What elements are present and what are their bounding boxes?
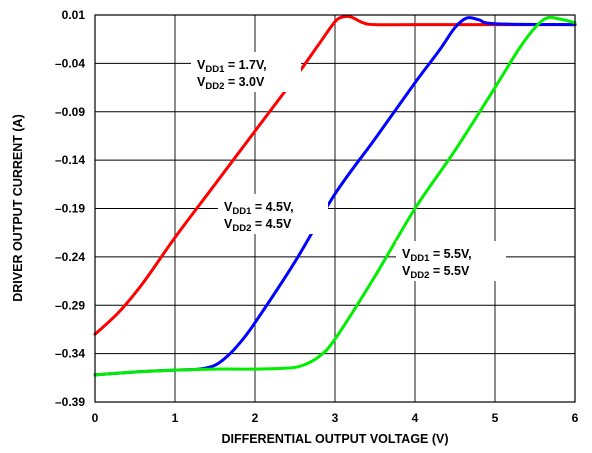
series-line-2 <box>93 15 577 377</box>
label-red-line2: VDD2 = 3.0V <box>197 75 265 92</box>
series-line-0 <box>93 14 577 336</box>
label-blue-series: VDD1 = 4.5V, VDD2 = 4.5V <box>218 194 328 234</box>
x-tick-labels: 0 1 2 3 4 5 6 <box>92 411 579 425</box>
plot-frame <box>94 14 576 403</box>
label-blue-box <box>218 194 328 234</box>
y-axis-title: DRIVER OUTPUT CURRENT (A) <box>11 114 25 302</box>
y-tick-label-0: 0.01 <box>62 8 86 22</box>
x-tick-label-4: 4 <box>412 411 419 425</box>
x-tick-label-2: 2 <box>252 411 259 425</box>
label-blue-line1: VDD1 = 4.5V, <box>224 200 294 217</box>
y-tick-label-5: –0.24 <box>55 250 85 264</box>
y-tick-labels: 0.01 –0.04 –0.09 –0.14 –0.19 –0.24 –0.29 –0.34 –… <box>55 8 85 409</box>
label-green-line2: VDD2 = 5.5V <box>402 264 470 281</box>
y-tick-label-2: –0.09 <box>55 105 85 119</box>
x-tick-label-1: 1 <box>172 411 179 425</box>
label-green-box <box>396 241 506 281</box>
y-tick-label-4: –0.19 <box>55 202 85 216</box>
label-red-box <box>191 52 301 92</box>
x-tick-label-0: 0 <box>92 411 99 425</box>
x-tick-label-6: 6 <box>572 411 579 425</box>
y-tick-label-3: –0.14 <box>55 153 85 167</box>
label-green-line1: VDD1 = 5.5V, <box>402 247 472 264</box>
label-red-series: VDD1 = 1.7V, VDD2 = 3.0V <box>191 52 301 92</box>
x-tick-label-5: 5 <box>492 411 499 425</box>
y-tick-label-6: –0.29 <box>55 298 85 312</box>
y-tick-label-8: –0.39 <box>55 395 85 409</box>
x-tick-label-3: 3 <box>332 411 339 425</box>
x-axis-title: DIFFERENTIAL OUTPUT VOLTAGE (V) <box>221 432 448 446</box>
y-tick-label-7: –0.34 <box>55 347 85 361</box>
label-red-line1: VDD1 = 1.7V, <box>197 58 267 75</box>
label-blue-line2: VDD2 = 4.5V <box>224 217 292 234</box>
y-tick-label-1: –0.04 <box>55 56 85 70</box>
label-green-series: VDD1 = 5.5V, VDD2 = 5.5V <box>396 241 506 281</box>
